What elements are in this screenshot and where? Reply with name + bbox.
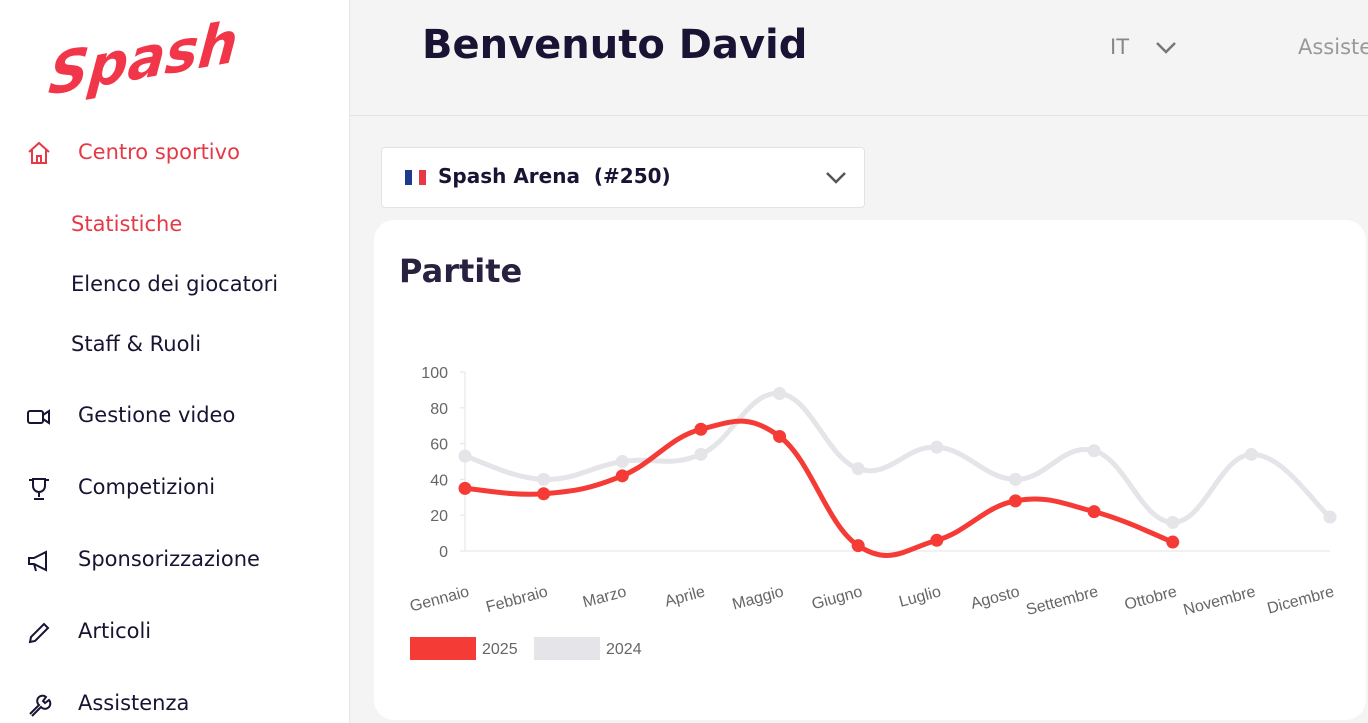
help-link[interactable]: Assistenza (1298, 35, 1368, 59)
submenu-item[interactable]: Staff & Ruoli (71, 332, 202, 356)
y-tick-label: 20 (430, 508, 448, 525)
x-tick-label: Gennaio (408, 583, 471, 615)
point (458, 481, 472, 495)
point (1166, 515, 1180, 529)
icon-trophy (29, 478, 49, 500)
x-tick-label: Dicembre (1265, 583, 1336, 617)
point (615, 455, 629, 468)
menu-item[interactable]: Centro sportivo (78, 140, 240, 164)
logo-text: Spash (46, 9, 240, 100)
x-tick-label: Ottobre (1123, 583, 1179, 613)
y-tick-label: 40 (430, 472, 448, 489)
x-tick-label: Agosto (969, 583, 1022, 612)
point (851, 462, 865, 476)
page-title: Benvenuto David (422, 22, 808, 68)
arena-select[interactable]: Spash Arena (#250) (381, 147, 865, 208)
x-tick-label: Aprile (663, 583, 707, 610)
legend-label: 2025 (482, 641, 518, 658)
x-tick-label: Maggio (730, 583, 785, 613)
y-tick-label: 80 (430, 401, 448, 418)
point (930, 533, 944, 547)
x-tick-label: Settembre (1024, 583, 1100, 619)
series-line (464, 390, 1332, 525)
legend-label: 2024 (606, 641, 642, 658)
point (1087, 444, 1101, 458)
series-line (464, 418, 1174, 558)
point (537, 487, 551, 501)
arena-label: Spash Arena (#250) (438, 164, 671, 188)
point (615, 469, 629, 483)
menu-item[interactable]: Competizioni (78, 475, 216, 499)
y-tick-label: 0 (439, 544, 448, 561)
chevron (826, 172, 846, 184)
submenu-item[interactable]: Statistiche (71, 212, 183, 236)
x-tick-label: Febbraio (484, 583, 549, 616)
language-select[interactable]: IT (1110, 35, 1130, 59)
point (773, 386, 787, 400)
point (1087, 505, 1101, 519)
chart-title: Partite (399, 252, 523, 290)
chart: 0 20 40 60 80 100 Gennaio Febbraio Marzo Aprile Ma… (408, 365, 1337, 660)
menu-item[interactable]: Sponsorizzazione (78, 547, 260, 571)
point (851, 539, 865, 553)
chevron (1156, 42, 1176, 54)
sidebar: Spash Centro sportivo Statistiche Elenco… (0, 0, 350, 723)
point (1323, 510, 1337, 524)
x-tick-label: Giugno (810, 583, 864, 613)
chart-card: Partite 0 20 40 60 80 100 Gennaio Febbraio Marzo… (374, 220, 1366, 720)
submenu-item[interactable]: Elenco dei giocatori (71, 272, 279, 296)
x-tick-label: Novembre (1182, 583, 1258, 619)
point (458, 449, 472, 463)
header: Benvenuto David IT Assistenza (350, 0, 1368, 116)
menu-item[interactable]: Articoli (78, 619, 152, 643)
y-tick-label: 60 (430, 437, 448, 454)
flag (405, 170, 426, 185)
point (694, 447, 708, 461)
point (930, 440, 944, 454)
icon-pencil (28, 622, 50, 644)
legend-swatch (410, 637, 476, 660)
icon-home (28, 141, 50, 164)
point (1166, 535, 1180, 549)
menu-item[interactable]: Gestione video (78, 403, 236, 427)
legend-swatch (534, 637, 600, 660)
menu-item[interactable]: Assistenza (78, 691, 190, 715)
x-tick-label: Luglio (897, 583, 943, 610)
point (773, 429, 787, 443)
point (1244, 447, 1258, 461)
point (694, 422, 708, 436)
point (537, 472, 551, 486)
point (1008, 494, 1022, 508)
logo: Spash (46, 9, 240, 100)
icon-wrench (29, 694, 52, 717)
y-tick-label: 100 (421, 365, 448, 382)
x-tick-label: Marzo (581, 583, 628, 611)
icon-megaphone (28, 550, 47, 572)
point (1008, 472, 1022, 486)
icon-video (27, 409, 50, 425)
